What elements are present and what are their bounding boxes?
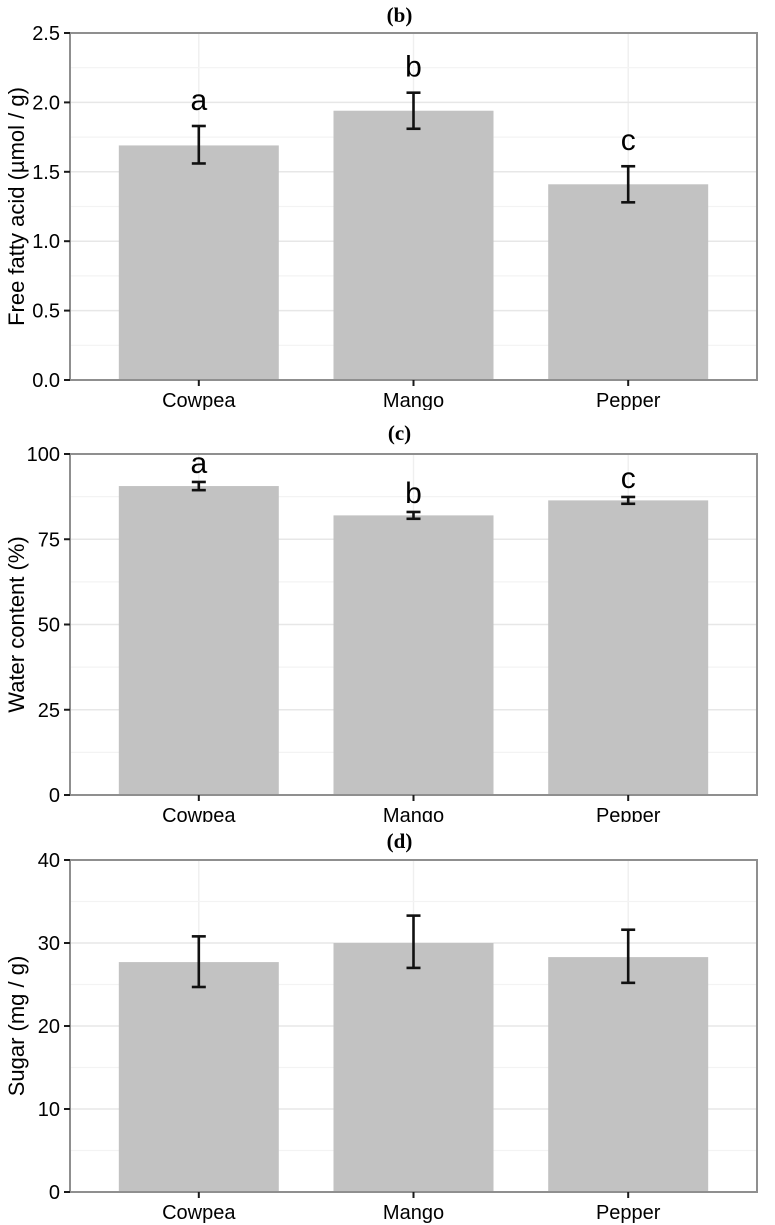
y-tick-label: 0.5	[32, 301, 60, 323]
y-tick-label: 2.0	[32, 92, 60, 114]
y-axis-title: Sugar (mg / g)	[4, 956, 29, 1097]
sig-letter-pepper: c	[621, 124, 636, 157]
chart-panel-c: a b c 0 25 50 75 100 Cowpea Mango Pepper (c) Water c…	[0, 410, 775, 822]
sig-letter-pepper: c	[621, 462, 636, 495]
bar-pepper	[548, 500, 709, 795]
sig-letter-cowpea: a	[190, 84, 207, 117]
x-axis-label-pepper: Pepper	[596, 1202, 661, 1224]
y-tick-label: 25	[38, 700, 60, 722]
bar-chart-sugar: 0 10 20 30 40 Cowpea Mango Pepper (d) Sugar (mg /…	[0, 822, 775, 1225]
y-tick-label: 1.5	[32, 162, 60, 184]
x-axis-label-cowpea: Cowpea	[162, 390, 236, 410]
x-axis-label-cowpea: Cowpea	[162, 805, 236, 822]
bar-chart-free-fatty-acid: a b c 0.0 0.5 1.0 1.5 2.0 2.5 Cowpea Mango Pepper (b…	[0, 0, 775, 410]
sig-letter-cowpea: a	[190, 447, 207, 480]
y-tick-label: 1.0	[32, 231, 60, 253]
y-tick-label: 50	[38, 615, 60, 637]
panel-title: (c)	[388, 421, 411, 445]
bar-cowpea	[118, 145, 279, 380]
x-axis-label-mango: Mango	[383, 390, 444, 410]
x-axis-label-pepper: Pepper	[596, 805, 661, 822]
chart-panel-d: 0 10 20 30 40 Cowpea Mango Pepper (d) Sugar (mg /…	[0, 822, 775, 1225]
y-tick-label: 0	[49, 785, 60, 807]
y-tick-label: 100	[27, 444, 60, 466]
y-tick-label: 10	[38, 1099, 60, 1121]
bar-pepper	[548, 184, 709, 380]
y-tick-label: 30	[38, 933, 60, 955]
y-tick-label: 0.0	[32, 370, 60, 392]
bar-cowpea	[118, 962, 279, 1192]
bar-mango	[333, 515, 494, 795]
panel-title: (b)	[387, 3, 413, 27]
sig-letter-mango: b	[405, 477, 422, 510]
bar-pepper	[548, 957, 709, 1192]
sig-letter-mango: b	[405, 51, 422, 84]
bar-mango	[333, 110, 494, 380]
panel-title: (d)	[387, 829, 413, 853]
y-tick-label: 2.5	[32, 23, 60, 45]
y-tick-label: 40	[38, 850, 60, 872]
y-tick-label: 20	[38, 1016, 60, 1038]
bar-mango	[333, 943, 494, 1192]
bar-cowpea	[118, 486, 279, 795]
x-axis-label-cowpea: Cowpea	[162, 1202, 236, 1224]
y-tick-label: 75	[38, 529, 60, 551]
x-axis-label-mango: Mango	[383, 1202, 444, 1224]
x-axis-label-mango: Mango	[383, 805, 444, 822]
chart-panel-b: a b c 0.0 0.5 1.0 1.5 2.0 2.5 Cowpea Mango Pepper (b…	[0, 0, 775, 410]
y-tick-label: 0	[49, 1182, 60, 1204]
x-axis-label-pepper: Pepper	[596, 390, 661, 410]
y-axis-title: Water content (%)	[4, 536, 29, 712]
bar-chart-water-content: a b c 0 25 50 75 100 Cowpea Mango Pepper (c) Water c…	[0, 410, 775, 822]
y-axis-title: Free fatty acid (µmol / g)	[4, 87, 29, 326]
